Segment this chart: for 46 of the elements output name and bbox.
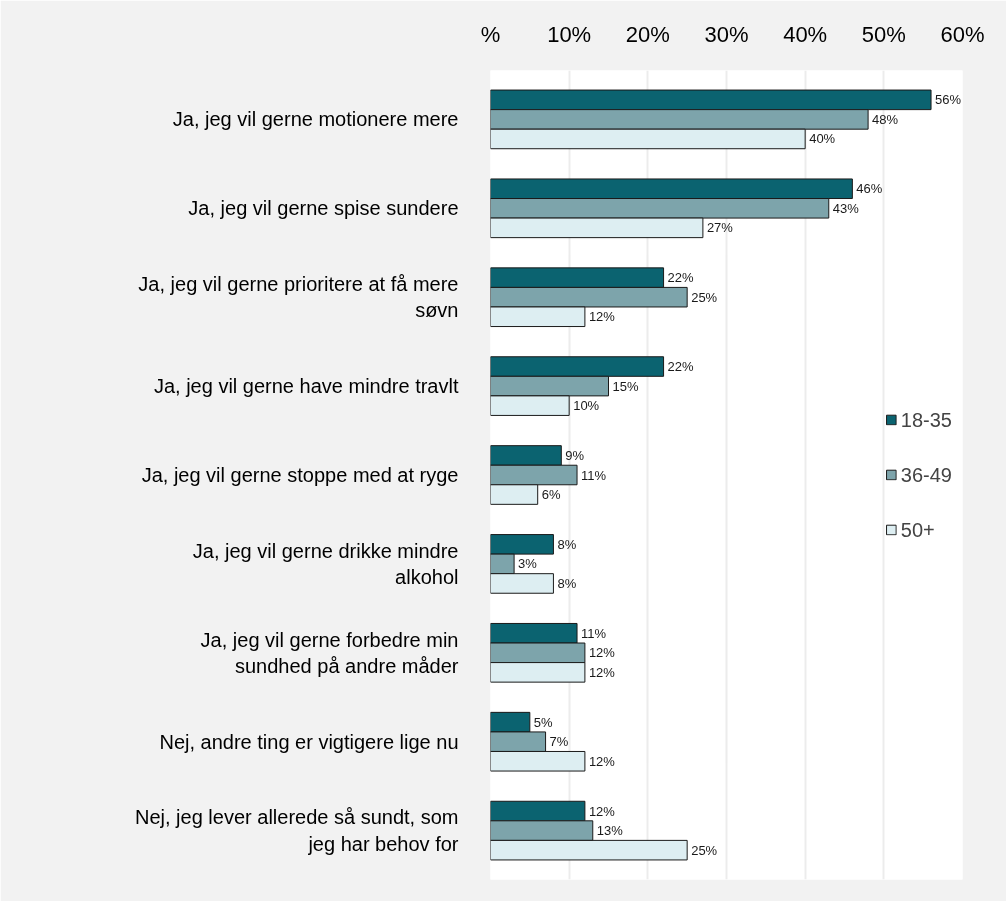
data-label: 10%	[573, 398, 600, 414]
legend-label: 50+	[900, 518, 935, 541]
data-label: 27%	[706, 220, 734, 236]
data-label: 15%	[612, 378, 639, 394]
data-label: 8%	[557, 536, 577, 552]
y-tick-label: Ja, jeg vil gerne stoppe med at ryge	[141, 464, 459, 486]
data-label: 22%	[667, 359, 695, 375]
data-label: 48%	[872, 111, 899, 127]
data-label: 8%	[557, 575, 577, 591]
data-label: 43%	[832, 200, 860, 216]
data-label: 11%	[581, 625, 607, 641]
data-label: 11%	[581, 467, 607, 483]
data-label: 25%	[691, 842, 718, 858]
legend-label: 36-49	[900, 463, 952, 486]
y-tick-label: Ja, jeg vil gerne forbedre min sundhed på andre måder	[200, 628, 459, 677]
y-tick-label: Ja, jeg vil gerne spise sundere	[188, 197, 459, 220]
x-tick-label: 40%	[783, 21, 828, 47]
y-tick-label: Ja, jeg vil gerne drikke mindre alkohol	[192, 539, 459, 589]
x-tick-label: 30%	[704, 21, 749, 47]
data-label: 25%	[691, 289, 718, 305]
y-tick-label: Nej, jeg lever allerede så sundt, som jeg har behov for	[135, 806, 459, 855]
data-label: 56%	[935, 92, 962, 108]
data-label: 13%	[596, 823, 624, 839]
data-label: 9%	[565, 447, 585, 463]
legend-label: 18-35	[900, 408, 952, 431]
data-label: 22%	[667, 270, 695, 286]
data-label: 12%	[588, 753, 616, 769]
data-label: 6%	[541, 487, 561, 503]
data-label: 12%	[588, 664, 616, 680]
y-tick-label: Ja, jeg vil gerne have mindre travlt	[153, 375, 459, 398]
x-tick-label: 20%	[625, 21, 670, 47]
data-label: 3%	[518, 556, 538, 572]
data-label: 7%	[549, 734, 569, 750]
y-tick-label: Ja, jeg vil gerne prioritere at få mere søvn	[138, 273, 459, 322]
y-tick-label: Ja, jeg vil gerne motionere mere	[172, 108, 459, 131]
data-label: 5%	[533, 714, 554, 730]
x-tick-label: 50%	[861, 21, 906, 47]
x-tick-label: %	[480, 21, 501, 47]
y-tick-label: Nej, andre ting er vigtigere lige nu	[159, 730, 459, 753]
data-label: 12%	[588, 645, 616, 661]
x-tick-label: 10%	[547, 21, 592, 47]
data-label: 12%	[588, 803, 616, 819]
x-tick-label: 60%	[940, 21, 985, 47]
data-label: 40%	[809, 131, 836, 147]
data-label: 46%	[856, 181, 883, 197]
data-label: 12%	[588, 309, 616, 325]
